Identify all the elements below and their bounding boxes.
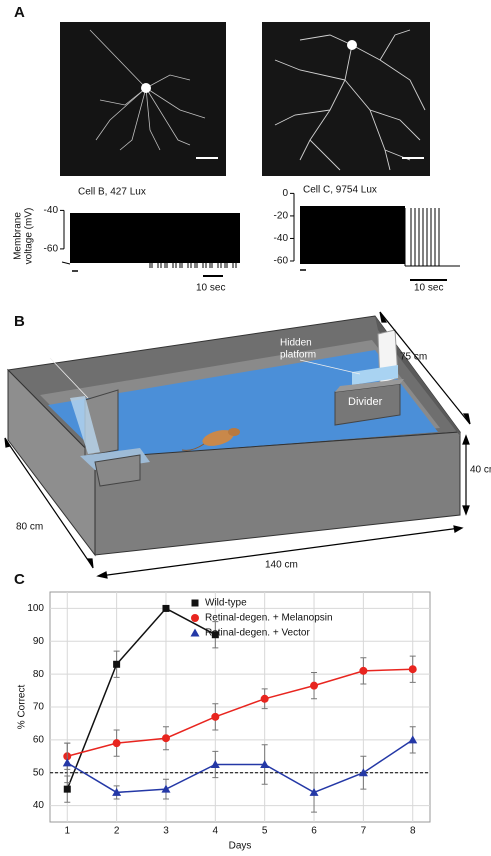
diagram-label: Divider [348, 396, 383, 408]
y-tick-label: 90 [33, 636, 45, 647]
legend-label: Retinal-degen. + Melanopsin [205, 613, 333, 624]
panel-label: A [14, 4, 25, 21]
dimension-arrow [4, 311, 471, 579]
marker [210, 760, 220, 768]
x-tick-label: 1 [64, 826, 70, 837]
y-axis-label: voltage (mV) [24, 208, 35, 265]
panel-label: B [14, 313, 25, 330]
y-tick-label: -60 [44, 244, 59, 255]
y-tick-label: -40 [44, 205, 59, 216]
scale-bar-label: 10 sec [414, 283, 443, 294]
diagram-label: platform [280, 350, 316, 361]
marker [211, 631, 219, 639]
panel-label: C [14, 571, 25, 588]
y-tick-label: -40 [274, 233, 289, 244]
marker [260, 760, 270, 768]
y-axis-label: % Correct [17, 685, 28, 730]
diagram-label: chute [44, 339, 69, 350]
marker [260, 694, 269, 703]
x-tick-label: 7 [361, 826, 367, 837]
micrograph [60, 22, 430, 176]
y-tick-label: 100 [27, 603, 44, 614]
x-tick-label: 2 [114, 826, 120, 837]
trace-title: Cell C, 9754 Lux [303, 185, 377, 196]
x-tick-label: 3 [163, 826, 169, 837]
marker [190, 628, 200, 637]
y-tick-label: 70 [33, 702, 45, 713]
marker [113, 660, 121, 668]
y-tick-label: -20 [274, 211, 289, 222]
y-tick-label: 0 [282, 188, 288, 199]
y-axis-label: Membrane [13, 212, 24, 260]
line-chart: 40 50 60 70 80 90 100 1 2 3 4 5 6 7 8 Days % Correct Wild… [17, 591, 431, 852]
diagram-label: Hidden [280, 338, 312, 349]
series-line [66, 739, 414, 794]
y-tick-label: 60 [33, 734, 45, 745]
x-tick-label: 6 [311, 826, 317, 837]
legend-label: Retinal-degen. + Vector [205, 628, 310, 639]
x-tick-label: 5 [262, 826, 268, 837]
marker [191, 599, 199, 607]
legend-label: Wild-type [205, 598, 247, 609]
marker [62, 758, 72, 767]
marker [408, 735, 418, 744]
voltage-trace [61, 206, 460, 281]
dimension-label: 140 cm [265, 560, 298, 571]
x-tick-label: 8 [410, 826, 416, 837]
y-tick-label: 50 [33, 767, 45, 778]
diagram-label: Release [44, 327, 81, 338]
dimension-label: 40 cm [470, 465, 491, 476]
water-maze [6, 315, 461, 557]
marker [191, 614, 199, 622]
marker [358, 768, 368, 777]
marker [162, 604, 170, 612]
marker [112, 739, 121, 748]
x-tick-label: 4 [213, 826, 219, 837]
marker [408, 665, 417, 674]
marker [211, 712, 220, 721]
marker [63, 785, 71, 793]
dimension-label: 75 cm [400, 352, 427, 363]
marker [310, 681, 319, 690]
scale-bar-label: 10 sec [196, 283, 225, 294]
dimension-label: 80 cm [16, 522, 43, 533]
y-tick-label: 80 [33, 669, 45, 680]
trace-title: Cell B, 427 Lux [78, 187, 146, 198]
marker [309, 787, 319, 796]
marker [359, 666, 368, 675]
series-line [66, 607, 216, 790]
marker [112, 787, 122, 796]
series-line [67, 668, 413, 758]
y-tick-label: 40 [33, 800, 45, 811]
marker [161, 784, 171, 793]
marker [161, 734, 170, 743]
x-axis-label: Days [229, 841, 252, 852]
y-tick-label: -60 [274, 256, 289, 267]
